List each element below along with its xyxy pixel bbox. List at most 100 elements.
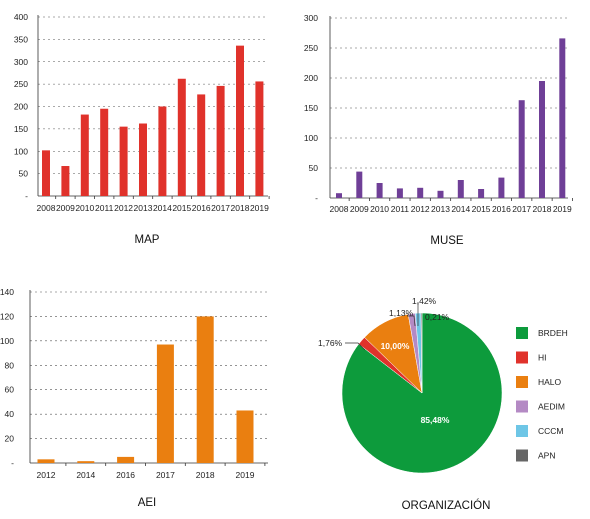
pie-label-brdeh: 85,48% (421, 415, 450, 425)
bar-2016 (498, 177, 505, 198)
y-tick-label: 150 (14, 124, 28, 134)
pie-label-cccm: 1,13% (389, 308, 414, 318)
x-tick-label-2017: 2017 (211, 203, 230, 213)
y-tick-label: 250 (304, 43, 318, 53)
chart-title-map: MAP (135, 234, 160, 246)
muse-bar-chart: 300 250 200 150 100 50 - 2008 2009 2010 2011 2012 20… (304, 13, 573, 247)
pie-label-halo: 10,00% (381, 341, 410, 351)
bar-2018 (539, 81, 545, 198)
bar-2012 (417, 187, 424, 198)
x-tick-label-2009: 2009 (56, 203, 75, 213)
x-tick-label-2009: 2009 (350, 204, 369, 214)
x-tick-label-2013: 2013 (134, 203, 153, 213)
chart-title-organizacion: ORGANIZACIÓN (402, 499, 491, 512)
x-tick-label-2010: 2010 (370, 204, 389, 214)
bar-2018 (196, 316, 214, 463)
legend-swatch-apn (516, 449, 528, 462)
x-tick-label-2017: 2017 (156, 470, 175, 480)
bar-2017 (518, 100, 525, 198)
aei-bar-chart: 140 120 100 80 60 40 20 - 2012 2014 2016 2017 2018 20… (0, 287, 268, 509)
pie-slice-apn (420, 312, 423, 394)
bar-2015 (177, 78, 186, 196)
x-tick-label-2016: 2016 (116, 470, 135, 480)
x-tick-label-2019: 2019 (250, 203, 269, 213)
leader-line-cccm (407, 315, 416, 327)
y-tick-label: - (25, 191, 28, 201)
legend-label-hi: HI (538, 353, 547, 363)
legend-swatch-aedim (516, 400, 528, 413)
chart-title-muse: MUSE (430, 235, 464, 247)
y-tick-label: 50 (19, 169, 29, 179)
bar-2016 (197, 94, 206, 196)
bar-2009 (356, 171, 363, 198)
y-tick-label: - (11, 458, 14, 468)
bar-2016 (117, 456, 135, 463)
x-tick-label-2008: 2008 (37, 203, 56, 213)
x-tick-label-2018: 2018 (196, 470, 215, 480)
y-tick-label: 300 (14, 57, 28, 67)
bar-2014 (457, 180, 464, 198)
y-tick-label: 300 (304, 13, 318, 23)
x-tick-label-2016: 2016 (492, 204, 511, 214)
y-tick-label: 50 (309, 163, 319, 173)
bar-2008 (336, 193, 342, 198)
legend-swatch-hi (516, 351, 528, 364)
pie-label-apn: 0,21% (425, 312, 450, 322)
x-tick-label-2014: 2014 (76, 470, 95, 480)
organizacion-pie-chart: 85,48% 1,76% 10,00% 1,42% 1,13% 0,21% BRDEH HI H… (318, 296, 568, 512)
x-tick-label-2011: 2011 (95, 203, 114, 213)
bar-2013 (139, 123, 147, 196)
bar-2011 (396, 188, 403, 198)
leader-line-hi (345, 342, 366, 351)
y-tick-label: 150 (304, 103, 318, 113)
x-tick-label-2017: 2017 (512, 204, 531, 214)
bar-2010 (376, 183, 383, 198)
bar-2014 (77, 461, 95, 463)
x-tick-label-2014: 2014 (451, 204, 470, 214)
legend-swatch-brdeh (516, 327, 528, 339)
legend-label-aedim: AEDIM (538, 402, 565, 412)
x-tick-label-2016: 2016 (192, 203, 211, 213)
legend-label-halo: HALO (538, 377, 562, 387)
bar-2015 (478, 189, 485, 198)
x-tick-label-2014: 2014 (153, 203, 172, 213)
legend-label-apn: APN (538, 451, 555, 461)
pie-label-hi: 1,76% (318, 338, 343, 348)
y-tick-label: 200 (14, 102, 28, 112)
y-tick-label: 400 (14, 12, 28, 22)
y-tick-label: 350 (14, 34, 28, 44)
x-tick-label-2008: 2008 (330, 204, 349, 214)
x-tick-label-2012: 2012 (37, 470, 56, 480)
x-tick-label-2012: 2012 (114, 203, 133, 213)
x-tick-label-2012: 2012 (411, 204, 430, 214)
y-tick-label: - (315, 193, 318, 203)
bar-2012 (119, 126, 128, 196)
bar-2009 (61, 166, 70, 196)
bar-2010 (80, 114, 89, 196)
bar-2011 (100, 108, 109, 196)
bar-2019 (255, 81, 264, 196)
bar-2019 (559, 38, 566, 199)
x-tick-label-2019: 2019 (236, 470, 255, 480)
y-tick-label: 100 (304, 133, 318, 143)
bar-2014 (158, 106, 167, 196)
y-tick-label: 250 (14, 79, 28, 89)
bar-2012 (37, 459, 55, 463)
bar-2019 (236, 410, 254, 463)
bar-2013 (437, 190, 444, 198)
x-tick-label-2019: 2019 (553, 204, 572, 214)
y-tick-label: 140 (0, 287, 14, 297)
bar-2018 (236, 45, 244, 196)
bar-2017 (156, 344, 174, 463)
x-tick-label-2015: 2015 (472, 204, 491, 214)
legend-swatch-cccm (516, 425, 528, 437)
y-tick-label: 100 (14, 146, 28, 156)
bar-2017 (216, 85, 225, 196)
y-tick-label: 200 (304, 73, 318, 83)
map-bar-chart: 400 350 300 250 200 150 100 50 -2008 2009 2010 2011… (14, 12, 270, 246)
x-tick-label-2011: 2011 (391, 204, 410, 214)
legend-label-brdeh: BRDEH (538, 328, 568, 338)
y-tick-label: 20 (5, 434, 15, 444)
bar-2008 (42, 150, 50, 196)
